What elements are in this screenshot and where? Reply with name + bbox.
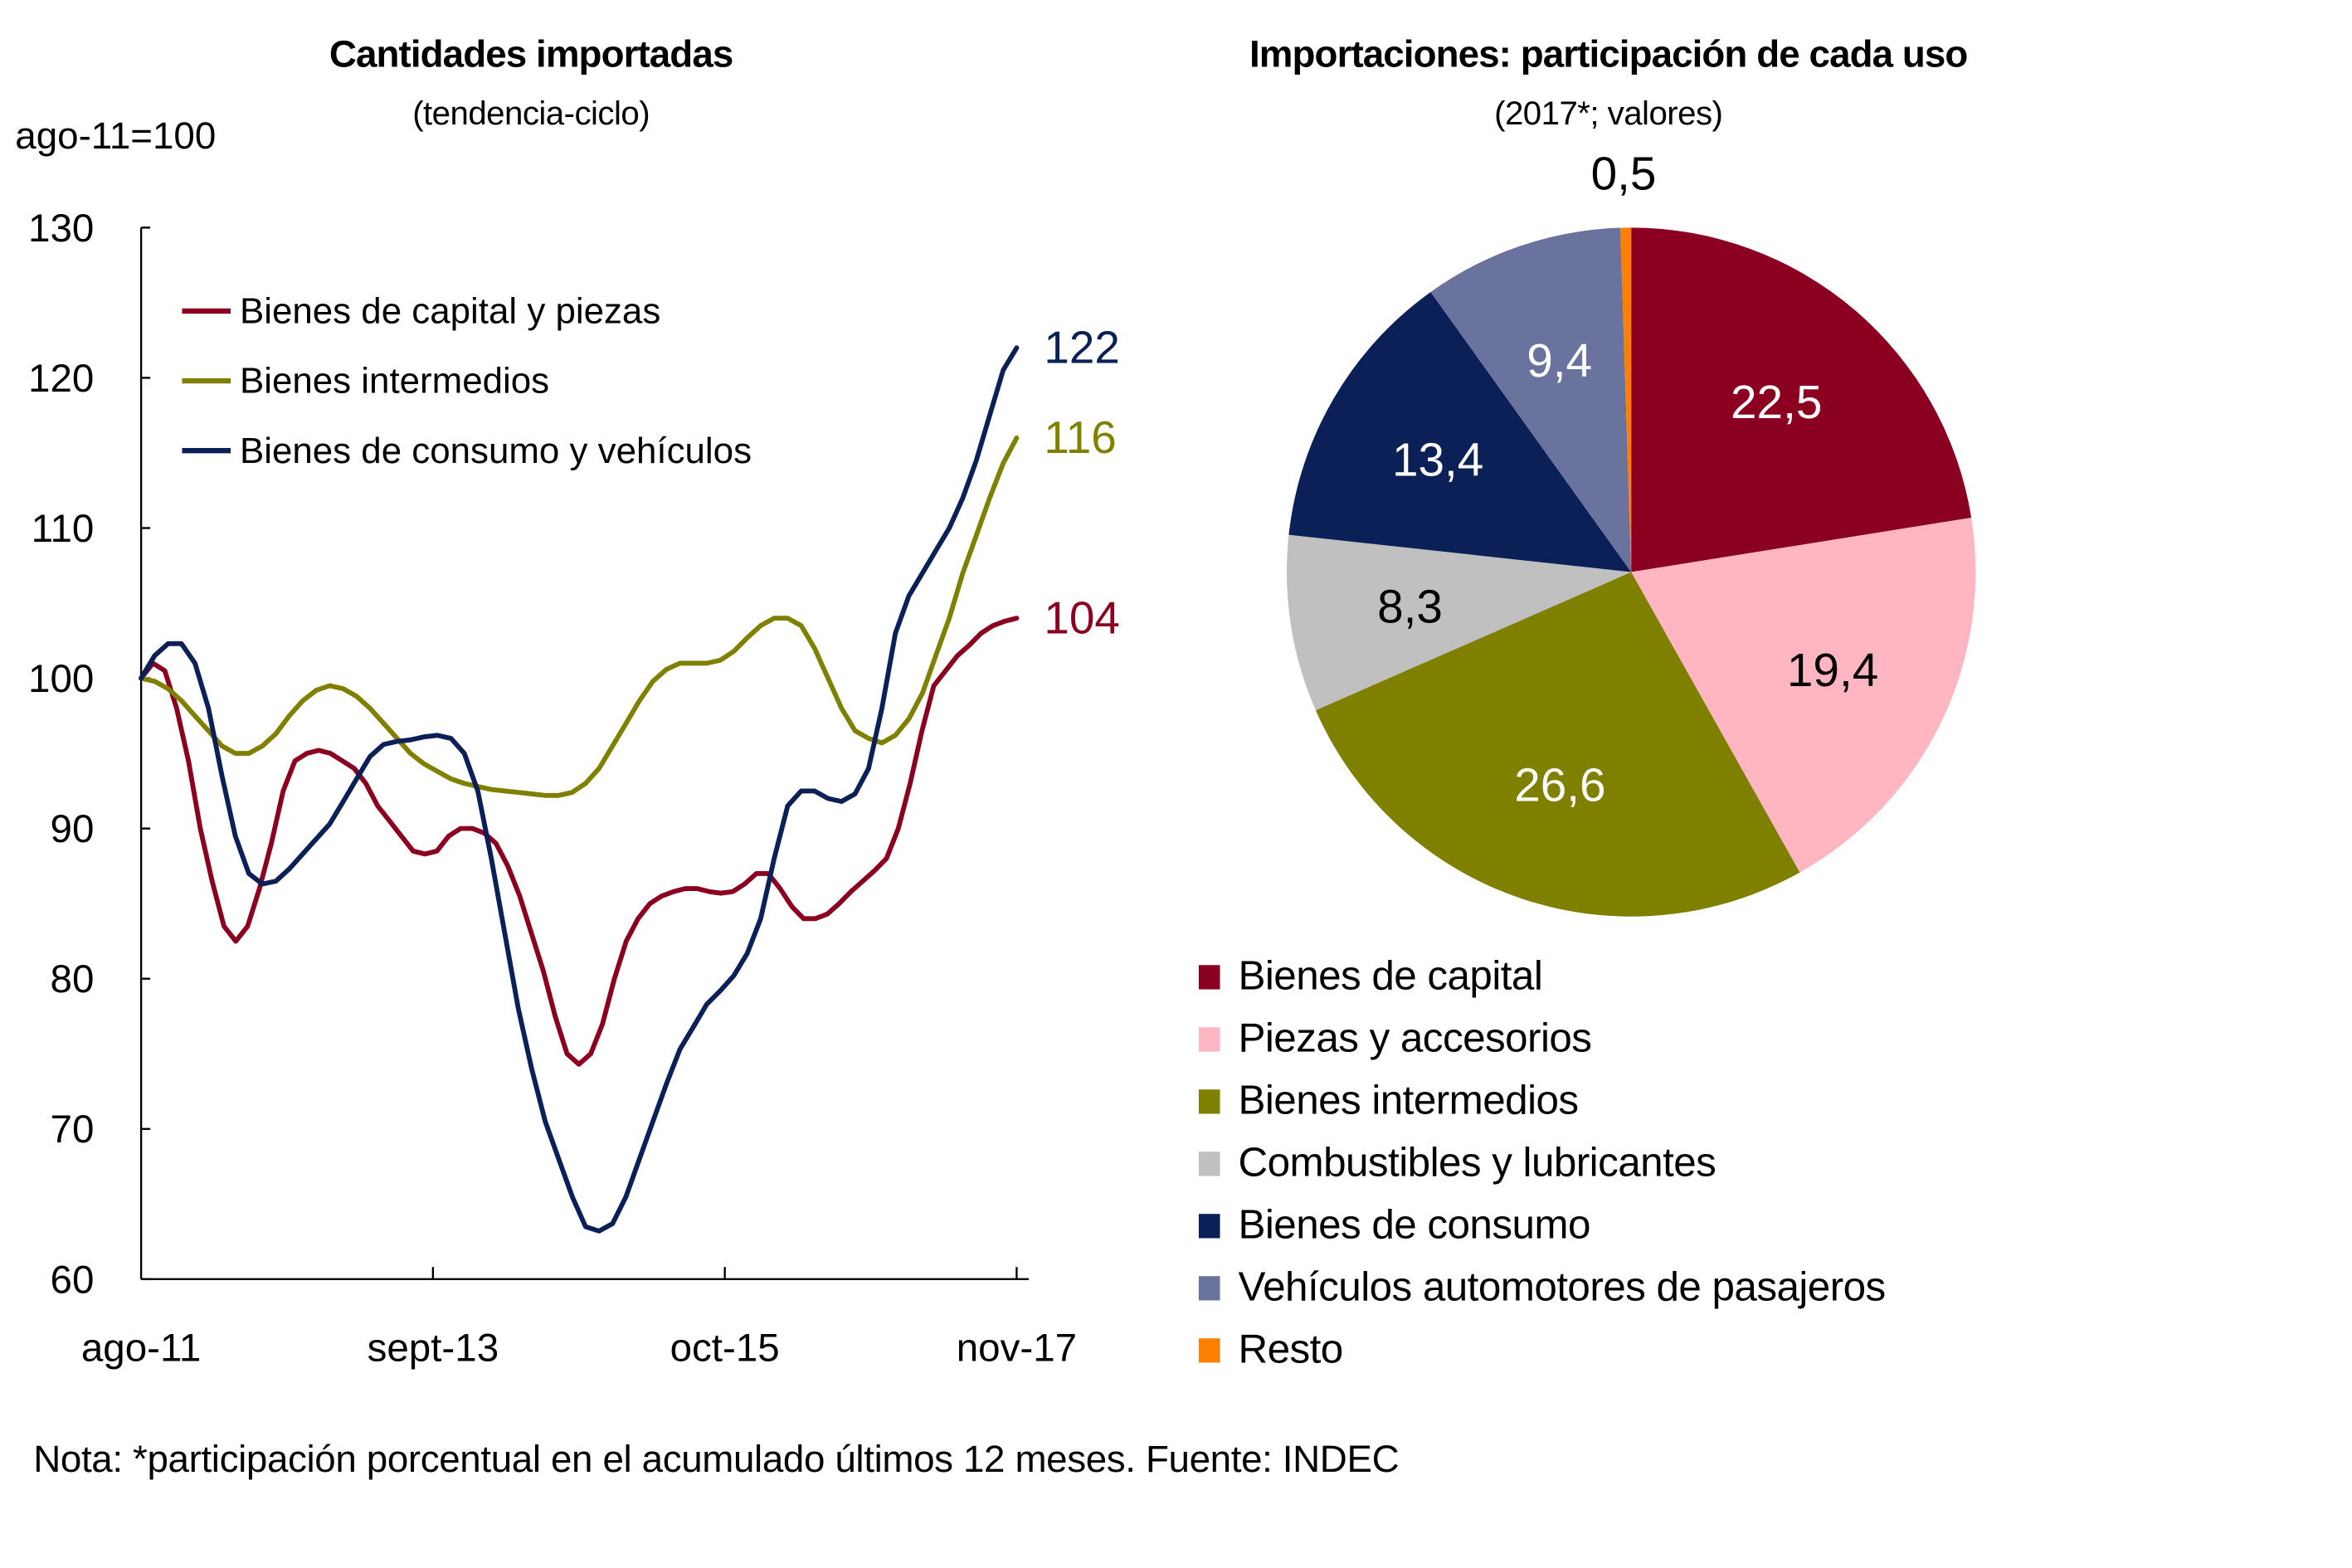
pie-legend-item: Bienes intermedios (1198, 1077, 1579, 1125)
series-line-3 (139, 345, 1020, 1234)
line-chart-title: Cantidades importadas (329, 33, 733, 76)
pie-chart-subtitle: (2017*; valores) (1494, 94, 1723, 133)
legend-label: Bienes de capital y piezas (240, 291, 660, 332)
pie-legend-item: Piezas y accesorios (1198, 1015, 1592, 1063)
legend-label: Bienes intermedios (240, 361, 549, 402)
legend-label: Bienes de capital (1238, 952, 1543, 999)
series-line-1 (139, 616, 1020, 1067)
y-tick-label: 130 (28, 207, 94, 251)
pie-legend-item: Bienes de capital (1198, 952, 1543, 1001)
x-tick-label: oct-15 (670, 1327, 780, 1371)
y-tick-label: 90 (51, 807, 95, 851)
footnote: Nota: *participación porcentual en el ac… (33, 1438, 1400, 1482)
legend-swatch (1198, 1275, 1220, 1300)
pie-slice (1430, 227, 1632, 572)
legend-label: Bienes de consumo y vehículos (240, 431, 752, 471)
legend-label: Combustibles y lubricantes (1238, 1139, 1717, 1186)
pie-slice (1631, 517, 1976, 873)
pie-slice-label: 13,4 (1392, 435, 1483, 487)
pie-slice-label: 22,5 (1731, 377, 1822, 429)
series-line-2 (139, 435, 1020, 798)
legend-label: Bienes intermedios (1238, 1077, 1579, 1123)
pie-legend-item: Combustibles y lubricantes (1198, 1139, 1717, 1187)
pie-legend-item: Bienes de consumo (1198, 1201, 1590, 1249)
legend-label: Bienes de consumo (1238, 1201, 1590, 1248)
x-tick-label: sept-13 (368, 1327, 499, 1371)
pie-slice-label: 19,4 (1787, 645, 1878, 697)
legend-swatch (1198, 1213, 1220, 1238)
legend-swatch (1198, 1088, 1220, 1113)
y-tick-label: 70 (51, 1108, 95, 1152)
pie-slice-label: 8,3 (1377, 582, 1443, 634)
y-tick-label: 60 (51, 1258, 95, 1302)
legend-label: Vehículos automotores de pasajeros (1238, 1264, 1886, 1310)
x-tick-label: ago-11 (81, 1327, 202, 1371)
pie-slice (1288, 291, 1632, 572)
pie-chart: 22,5 19,4 26,6 8,3 13,4 9,4 0,5 (1286, 152, 1976, 917)
line-chart-subtitle: (tendencia-ciclo) (412, 94, 650, 133)
pie-slice-label: 0,5 (1591, 152, 1657, 201)
pie-slice (1315, 572, 1800, 917)
series-end-label: 122 (1044, 321, 1120, 373)
pie-legend-item: Vehículos automotores de pasajeros (1198, 1264, 1886, 1312)
pie-chart-title: Importaciones: participación de cada uso (1249, 33, 1968, 76)
line-chart: 60 70 80 90 100 110 120 130 ago-11 sept-13 oct-15 n… (28, 207, 1120, 1371)
y-tick-label: 120 (28, 357, 94, 401)
y-tick-label: 110 (32, 507, 95, 551)
pie-slice-label: 26,6 (1514, 760, 1605, 812)
y-axis-unit-label: ago-11=100 (15, 115, 217, 158)
y-tick-label: 100 (28, 657, 94, 701)
legend-swatch (1198, 1026, 1220, 1051)
legend-swatch (1198, 1337, 1220, 1362)
pie-slice (1620, 227, 1632, 572)
pie-legend-item: Resto (1198, 1326, 1343, 1374)
legend-label: Resto (1238, 1326, 1343, 1372)
pie-slice (1286, 534, 1632, 711)
pie-slice-label: 9,4 (1527, 335, 1592, 387)
legend-swatch (1198, 964, 1220, 989)
legend-swatch (1198, 1151, 1220, 1176)
y-tick-label: 80 (51, 957, 95, 1001)
x-tick-label: nov-17 (957, 1327, 1077, 1371)
pie-slice (1631, 227, 1972, 572)
legend-label: Piezas y accesorios (1238, 1015, 1592, 1061)
series-end-label: 104 (1044, 592, 1120, 643)
series-end-label: 116 (1044, 411, 1116, 463)
